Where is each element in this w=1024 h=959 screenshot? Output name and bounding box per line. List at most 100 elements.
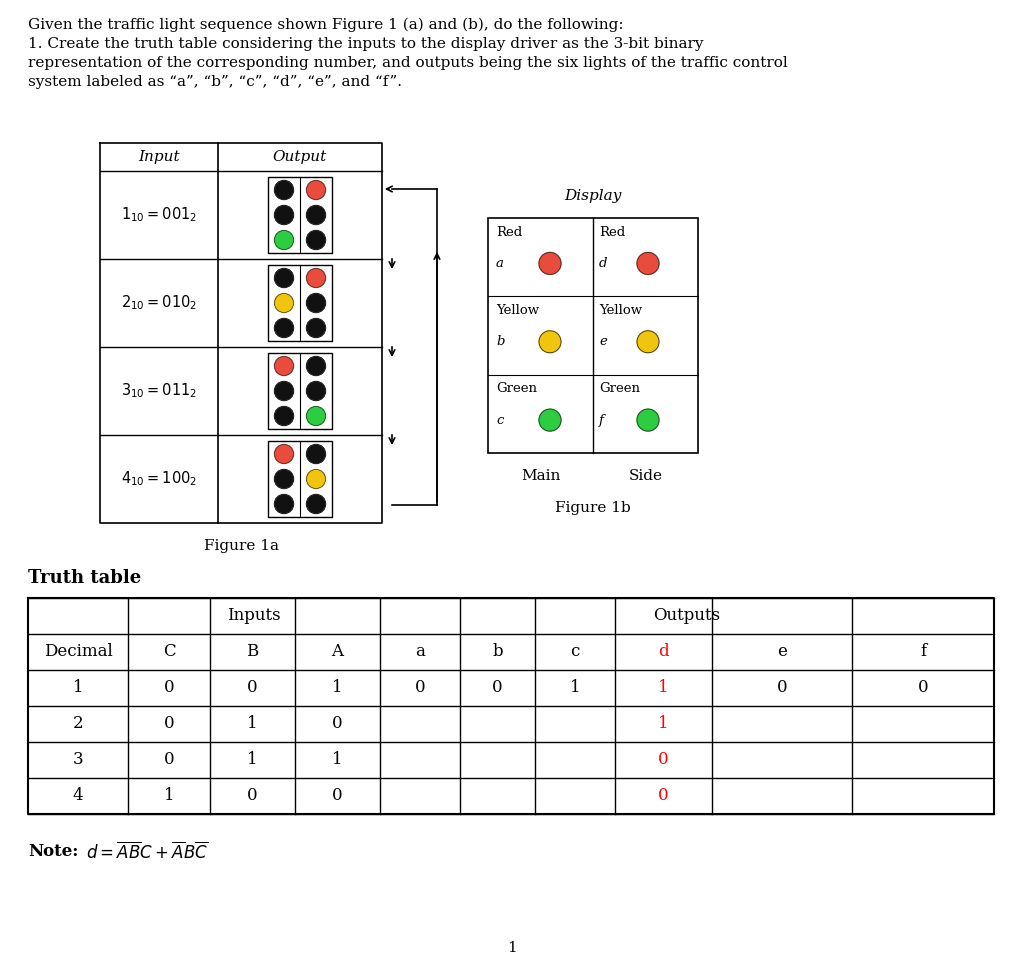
Circle shape [274,318,294,338]
Text: Input: Input [138,150,180,164]
Text: f: f [920,643,926,661]
Circle shape [274,382,294,401]
Circle shape [274,495,294,513]
Text: Green: Green [599,383,640,395]
Circle shape [306,180,326,199]
Text: 0: 0 [415,680,425,696]
Circle shape [306,407,326,426]
Text: 1: 1 [507,941,517,955]
Text: c: c [570,643,580,661]
Text: 1: 1 [247,752,258,768]
Text: Display: Display [564,189,622,203]
Circle shape [539,331,561,353]
Text: e: e [777,643,786,661]
Text: Red: Red [496,225,522,239]
Text: 0: 0 [776,680,787,696]
Circle shape [306,445,326,463]
Text: 0: 0 [164,715,174,733]
Circle shape [274,230,294,249]
Text: e: e [599,336,607,348]
Text: d: d [658,643,669,661]
Circle shape [539,409,561,432]
Text: 4: 4 [73,787,83,805]
Text: Side: Side [629,469,663,483]
Circle shape [274,445,294,463]
Text: 1: 1 [247,715,258,733]
Text: $1_{10} = 001_2$: $1_{10} = 001_2$ [121,205,198,224]
Circle shape [306,495,326,513]
Circle shape [539,252,561,274]
Text: 1: 1 [332,752,343,768]
Bar [268,177,332,253]
Text: system labeled as “a”, “b”, “c”, “d”, “e”, and “f”.: system labeled as “a”, “b”, “c”, “d”, “e… [28,75,402,89]
Text: 0: 0 [918,680,929,696]
Text: $d = \overline{A}\overline{B}C + \overline{A}B\overline{C}$: $d = \overline{A}\overline{B}C + \overli… [86,841,208,862]
Text: Decimal: Decimal [44,643,113,661]
Text: 1: 1 [658,715,669,733]
Text: Figure 1b: Figure 1b [555,501,631,515]
Text: A: A [332,643,343,661]
Text: 1: 1 [73,680,83,696]
Bar [268,353,332,429]
Text: 1. Create the truth table considering the inputs to the display driver as the 3-: 1. Create the truth table considering th… [28,37,703,51]
Bar [268,265,332,341]
Text: Truth table: Truth table [28,569,141,587]
Text: 1: 1 [164,787,174,805]
Text: c: c [496,413,504,427]
Text: d: d [599,257,607,269]
Bar [268,441,332,517]
Circle shape [306,382,326,401]
Text: $3_{10} = 011_2$: $3_{10} = 011_2$ [121,382,198,400]
Text: Output: Output [272,150,327,164]
Text: 0: 0 [658,787,669,805]
Circle shape [637,252,659,274]
Circle shape [306,205,326,224]
Text: 1: 1 [332,680,343,696]
Text: representation of the corresponding number, and outputs being the six lights of : representation of the corresponding numb… [28,56,787,70]
Circle shape [306,357,326,376]
Text: 0: 0 [247,680,258,696]
Circle shape [274,357,294,376]
Text: 1: 1 [569,680,581,696]
Circle shape [274,269,294,288]
Text: a: a [496,257,504,269]
Circle shape [306,470,326,488]
Text: $4_{10} = 100_2$: $4_{10} = 100_2$ [121,470,198,488]
Text: 0: 0 [493,680,503,696]
Circle shape [274,180,294,199]
Text: 0: 0 [164,680,174,696]
Circle shape [306,230,326,249]
Text: Inputs: Inputs [227,607,281,624]
Text: Note:: Note: [28,844,79,860]
Circle shape [274,205,294,224]
Text: a: a [415,643,425,661]
Text: B: B [247,643,259,661]
Circle shape [306,318,326,338]
Text: Outputs: Outputs [653,607,721,624]
Text: 0: 0 [332,787,343,805]
Text: 0: 0 [658,752,669,768]
Text: Red: Red [599,225,626,239]
Text: Given the traffic light sequence shown Figure 1 (a) and (b), do the following:: Given the traffic light sequence shown F… [28,18,624,33]
Circle shape [274,293,294,313]
Circle shape [306,293,326,313]
Text: 1: 1 [658,680,669,696]
Text: 0: 0 [332,715,343,733]
Text: Yellow: Yellow [599,304,642,316]
Text: $2_{10} = 010_2$: $2_{10} = 010_2$ [121,293,198,313]
Circle shape [306,269,326,288]
Text: Main: Main [521,469,560,483]
Circle shape [637,409,659,432]
Text: f: f [599,413,604,427]
Circle shape [274,470,294,488]
Text: b: b [496,336,505,348]
Text: b: b [493,643,503,661]
Text: Figure 1a: Figure 1a [204,539,279,553]
Text: 3: 3 [73,752,83,768]
Text: Green: Green [496,383,537,395]
Circle shape [637,331,659,353]
Text: Yellow: Yellow [496,304,539,316]
Circle shape [274,407,294,426]
Text: C: C [163,643,175,661]
Bar [488,218,698,453]
